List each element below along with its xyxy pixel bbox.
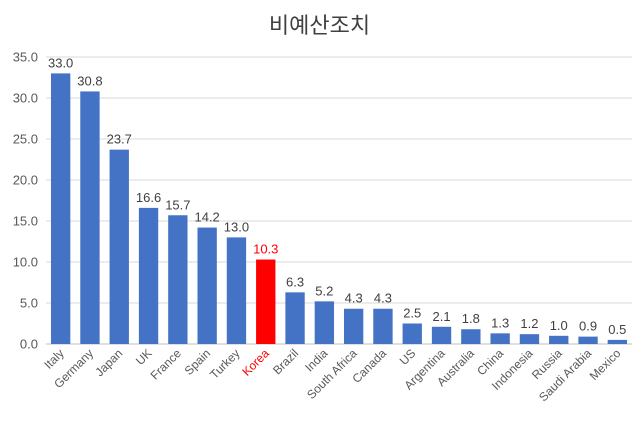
category-label: Italy [41,346,66,371]
y-tick-label: 10.0 [13,255,38,270]
data-label: 23.7 [107,132,132,147]
category-label: US [397,346,419,368]
data-label: 1.0 [550,318,568,333]
y-tick-label: 20.0 [13,173,38,188]
category-label: Mexico [587,346,624,383]
bar [138,207,159,344]
data-label: 0.5 [608,322,626,337]
category-label: Brazil [270,346,301,377]
category-label: France [148,346,185,383]
data-label: 0.9 [579,319,597,334]
data-label: 10.3 [253,242,278,257]
chart-title: 비예산조치 [268,14,371,39]
category-label: UK [133,346,155,368]
y-tick-label: 0.0 [20,337,38,352]
y-tick-label: 5.0 [20,296,38,311]
bar [197,227,217,344]
bar [285,292,305,344]
bar [490,333,510,344]
data-label: 5.2 [315,283,333,298]
bar [109,149,129,344]
data-label: 1.3 [491,315,509,330]
data-label: 1.2 [520,316,538,331]
data-label: 2.1 [433,309,451,324]
data-label: 16.6 [136,190,161,205]
bar [314,301,335,344]
bar [373,308,393,344]
y-tick-label: 15.0 [13,214,38,229]
bar [50,73,71,345]
bar [256,259,276,344]
bar [168,215,188,344]
data-label: 15.7 [165,197,190,212]
data-label: 2.5 [403,306,421,321]
bar [343,308,364,344]
bar [607,339,628,344]
bar [402,323,422,344]
category-label: Japan [92,346,125,379]
category-label: Korea [239,346,272,379]
data-label: 14.2 [194,210,219,225]
y-tick-label: 30.0 [13,91,38,106]
bar [461,329,481,344]
y-tick-label: 35.0 [13,50,38,65]
bar [578,336,598,344]
bar [80,91,100,344]
data-label: 6.3 [286,274,304,289]
category-label: Turkey [207,346,243,382]
bar [226,237,247,344]
bar [431,326,452,344]
y-tick-label: 25.0 [13,132,38,147]
data-label: 4.3 [345,291,363,306]
data-label: 1.8 [462,311,480,326]
data-label: 30.8 [77,73,102,88]
bar [549,335,569,344]
data-label: 13.0 [224,219,249,234]
data-label: 33.0 [48,55,73,70]
bar [519,334,540,344]
data-label: 4.3 [374,291,392,306]
